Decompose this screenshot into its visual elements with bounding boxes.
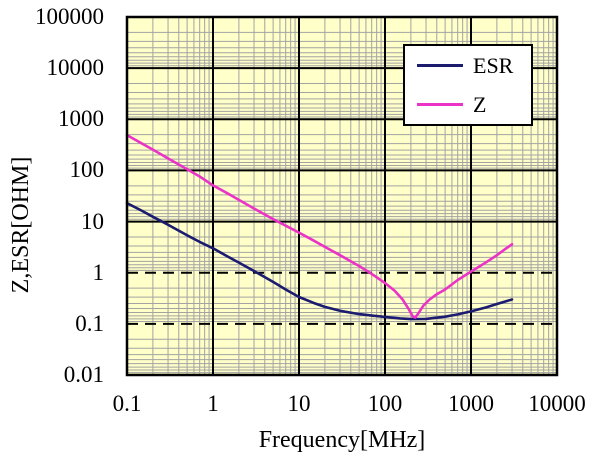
legend-label-esr: ESR [473, 52, 514, 78]
y-tick-label: 0.01 [63, 362, 104, 387]
curve-esr [125, 201, 514, 321]
y-tick-label: 1000 [58, 106, 104, 132]
x-tick-label: 10000 [528, 391, 586, 416]
x-tick-label: 10 [287, 391, 311, 416]
x-tick-label: 1000 [448, 391, 494, 416]
legend-item-z: Z [417, 88, 531, 122]
legend-label-z: Z [473, 91, 487, 117]
plot-border [125, 15, 559, 377]
x-tick-label: 0.1 [112, 391, 142, 416]
y-tick-label: 10 [81, 208, 104, 234]
y-tick-label: 1 [92, 259, 105, 285]
y-tick-label: 10000 [46, 55, 105, 81]
legend-item-esr: ESR [417, 49, 531, 83]
x-tick-label: 100 [367, 391, 403, 416]
legend: ESR Z [403, 44, 533, 126]
y-tick-label: 0.1 [75, 310, 104, 336]
x-tick-label: 1 [207, 391, 219, 416]
x-axis-title: Frequency[MHz] [258, 427, 426, 453]
legend-line-sample-esr [417, 64, 463, 67]
y-tick-label: 100000 [35, 4, 104, 29]
y-axis-title: Z,ESR[OHM] [8, 156, 34, 294]
legend-line-sample-z [417, 103, 463, 106]
y-tick-label: 100 [69, 157, 105, 183]
curve-z [125, 133, 514, 319]
